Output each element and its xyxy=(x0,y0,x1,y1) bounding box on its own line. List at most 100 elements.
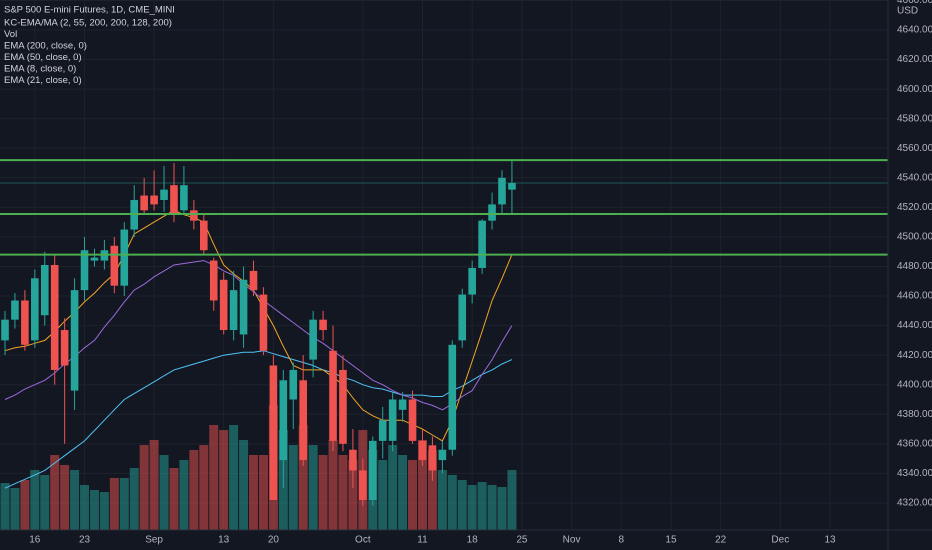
y-tick-label: 4540.00 xyxy=(897,172,932,183)
study-label: KC-EMA/MA (2, 55, 200, 200, 128, 200) xyxy=(4,18,172,29)
y-tick-label: 4380.00 xyxy=(897,409,932,420)
x-tick-label: 13 xyxy=(824,535,836,546)
x-tick-label: 20 xyxy=(268,535,280,546)
volume-bar xyxy=(40,475,50,530)
volume-bar xyxy=(437,470,447,530)
volume-bar xyxy=(388,445,398,530)
candle-body xyxy=(200,220,208,251)
volume-bar xyxy=(10,488,20,530)
volume-bar xyxy=(189,450,199,530)
candle-body xyxy=(140,195,148,211)
volume-bar xyxy=(338,455,348,530)
volume-bar xyxy=(159,455,169,530)
candle-body xyxy=(70,290,79,391)
x-tick-label: Nov xyxy=(563,535,581,546)
volume-bar xyxy=(328,440,338,530)
candle-body xyxy=(368,440,377,500)
candle-body xyxy=(160,189,168,200)
y-tick-label: 4660.00 xyxy=(897,0,932,6)
candle-body xyxy=(239,279,248,335)
volume-bar xyxy=(427,450,437,530)
candle-body xyxy=(458,294,467,341)
candle-body xyxy=(60,330,69,366)
candle-body xyxy=(40,265,49,316)
candle-body xyxy=(299,380,307,461)
candle-body xyxy=(110,245,119,286)
y-tick-label: 4640.00 xyxy=(897,25,932,36)
x-tick-label: Sep xyxy=(145,535,163,546)
volume-bar xyxy=(318,455,328,530)
volume-bar xyxy=(417,440,427,530)
y-tick-label: 4500.00 xyxy=(897,232,932,243)
candle-body xyxy=(209,260,218,301)
volume-bar xyxy=(30,470,40,530)
study-label: EMA (50, close, 0) xyxy=(4,52,82,63)
y-tick-label: 4360.00 xyxy=(897,438,932,449)
candle-body xyxy=(468,267,476,295)
candle-body xyxy=(408,399,417,441)
volume-bar xyxy=(169,468,179,530)
volume-bar xyxy=(398,455,408,530)
currency-label: USD xyxy=(897,6,918,17)
volume-bar xyxy=(258,455,268,530)
volume-bar xyxy=(119,478,129,530)
candle-body xyxy=(418,440,427,461)
volume-bar xyxy=(467,485,477,530)
candle-body xyxy=(279,380,288,461)
candle-body xyxy=(229,290,238,331)
candle-body xyxy=(319,319,327,331)
price-axis xyxy=(888,0,932,550)
x-tick-label: 22 xyxy=(715,535,727,546)
candle-body xyxy=(428,445,437,471)
y-tick-label: 4420.00 xyxy=(897,350,932,361)
study-label: EMA (8, close, 0) xyxy=(4,64,76,75)
volume-bar xyxy=(199,445,209,530)
candle-body xyxy=(170,185,178,215)
candle-body xyxy=(190,210,198,221)
y-tick-label: 4580.00 xyxy=(897,113,932,124)
chart-title: S&P 500 E-mini Futures, 1D, CME_MINI xyxy=(4,5,175,16)
candle-body xyxy=(90,257,99,261)
candle-body xyxy=(398,399,407,410)
volume-bar xyxy=(378,460,388,530)
candle-body xyxy=(438,449,447,461)
y-tick-label: 4400.00 xyxy=(897,379,932,390)
candle-body xyxy=(80,250,89,291)
x-tick-label: 23 xyxy=(79,535,91,546)
study-label: Vol xyxy=(4,29,17,40)
volume-bar xyxy=(80,485,90,530)
y-tick-label: 4560.00 xyxy=(897,143,932,154)
volume-bar xyxy=(447,475,457,530)
x-tick-label: 18 xyxy=(467,535,479,546)
volume-bar xyxy=(308,445,318,530)
candle-body xyxy=(50,265,59,370)
candle-body xyxy=(259,294,268,351)
y-tick-label: 4340.00 xyxy=(897,468,932,479)
ema-line xyxy=(4,350,513,489)
y-tick-label: 4600.00 xyxy=(897,84,932,95)
x-tick-label: Dec xyxy=(771,535,789,546)
volume-bar xyxy=(179,460,189,530)
volume-bar xyxy=(60,465,70,530)
candle-body xyxy=(339,369,347,444)
volume-bar xyxy=(139,445,149,530)
x-tick-label: 25 xyxy=(516,535,528,546)
volume-bar xyxy=(348,460,358,530)
x-tick-label: 13 xyxy=(218,535,230,546)
volume-bar xyxy=(507,470,517,530)
candle-body xyxy=(359,470,367,500)
volume-bar xyxy=(70,470,80,530)
volume-bar xyxy=(239,440,249,530)
candle-body xyxy=(448,344,457,450)
candle-body xyxy=(498,177,506,205)
candle-body xyxy=(31,278,39,341)
ema-line xyxy=(4,260,513,411)
x-tick-label: Oct xyxy=(355,535,371,546)
volume-bar xyxy=(298,425,308,530)
candle-body xyxy=(478,220,486,268)
volume-bar xyxy=(249,455,258,530)
study-label: EMA (21, close, 0) xyxy=(4,75,82,86)
candle-body xyxy=(378,420,387,441)
y-tick-label: 4320.00 xyxy=(897,498,932,509)
